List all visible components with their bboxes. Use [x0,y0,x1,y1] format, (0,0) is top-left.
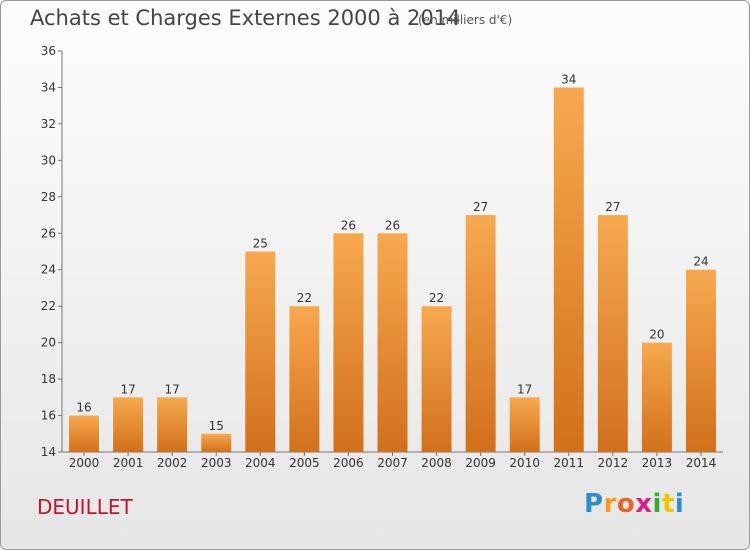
x-tick-label: 2014 [686,456,717,470]
x-tick-label: 2013 [642,456,673,470]
bar-2006 [333,233,364,452]
bar-2002 [157,397,188,452]
data-label-2000: 16 [76,401,91,415]
bar-2000 [69,415,100,452]
bar-2012 [597,215,628,452]
logo-letter: x [635,489,653,519]
y-tick-label: 28 [41,190,56,204]
x-tick-label: 2000 [69,456,100,470]
labels: 2000 16 2001 17 2002 17 2003 15 2004 25 2005 22 2006… [69,72,716,470]
x-tick-label: 2010 [509,456,540,470]
y-tick-label: 26 [41,226,56,240]
x-tick-label: 2005 [289,456,320,470]
bar-2007 [377,233,408,452]
y-tick-label: 24 [41,263,56,277]
data-label-2004: 25 [253,237,268,251]
y-tick-label: 30 [41,153,56,167]
x-tick-label: 2003 [201,456,232,470]
x-tick-label: 2006 [333,456,364,470]
x-tick-label: 2002 [157,456,188,470]
y-tick-label: 32 [41,117,56,131]
y-tick-label: 14 [41,445,56,459]
bar-2011 [553,87,584,453]
data-label-2014: 24 [693,255,708,269]
data-label-2006: 26 [341,218,356,232]
data-label-2009: 27 [473,200,488,214]
bar-2010 [509,397,540,452]
bar-2009 [465,215,496,452]
data-label-2003: 15 [209,419,224,433]
bar-2001 [113,397,144,452]
data-label-2011: 34 [561,72,576,86]
logo-letter: P [584,489,604,519]
x-tick-label: 2007 [377,456,408,470]
y-tick-label: 34 [41,80,56,94]
bar-2013 [641,342,672,452]
x-tick-label: 2004 [245,456,276,470]
chart-subtitle: (en milliers d'€) [418,13,513,27]
data-label-2008: 22 [429,291,444,305]
logo-letter: i [652,489,662,519]
bar-2014 [685,269,716,452]
x-tick-label: 2001 [113,456,144,470]
data-label-2007: 26 [385,218,400,232]
y-tick-label: 36 [41,44,56,58]
data-label-2012: 27 [605,200,620,214]
logo-letter: i [674,489,685,519]
logo-letter: t [661,489,675,519]
bars [69,87,716,453]
x-tick-label: 2011 [553,456,584,470]
x-tick-label: 2008 [421,456,452,470]
data-label-2002: 17 [165,382,180,396]
x-tick-label: 2009 [465,456,496,470]
bar-2003 [201,433,232,452]
data-label-2010: 17 [517,382,532,396]
y-tick-label: 20 [41,336,56,350]
bar-2005 [289,306,320,452]
y-tick-label: 18 [41,372,56,386]
data-label-2013: 20 [649,328,664,342]
y-tick-label: 16 [41,409,56,423]
logo-letter: o [616,489,636,519]
chart-title: Achats et Charges Externes 2000 à 2014 [30,6,461,30]
logo-letter: r [603,489,617,519]
bar-2004 [245,251,276,452]
bar-2008 [421,306,452,452]
data-label-2001: 17 [120,382,135,396]
proxiti-logo: Proxiti [584,489,684,519]
data-label-2005: 22 [297,291,312,305]
x-tick-label: 2012 [598,456,629,470]
commune-name: DEUILLET [37,495,133,519]
y-tick-label: 22 [41,299,56,313]
